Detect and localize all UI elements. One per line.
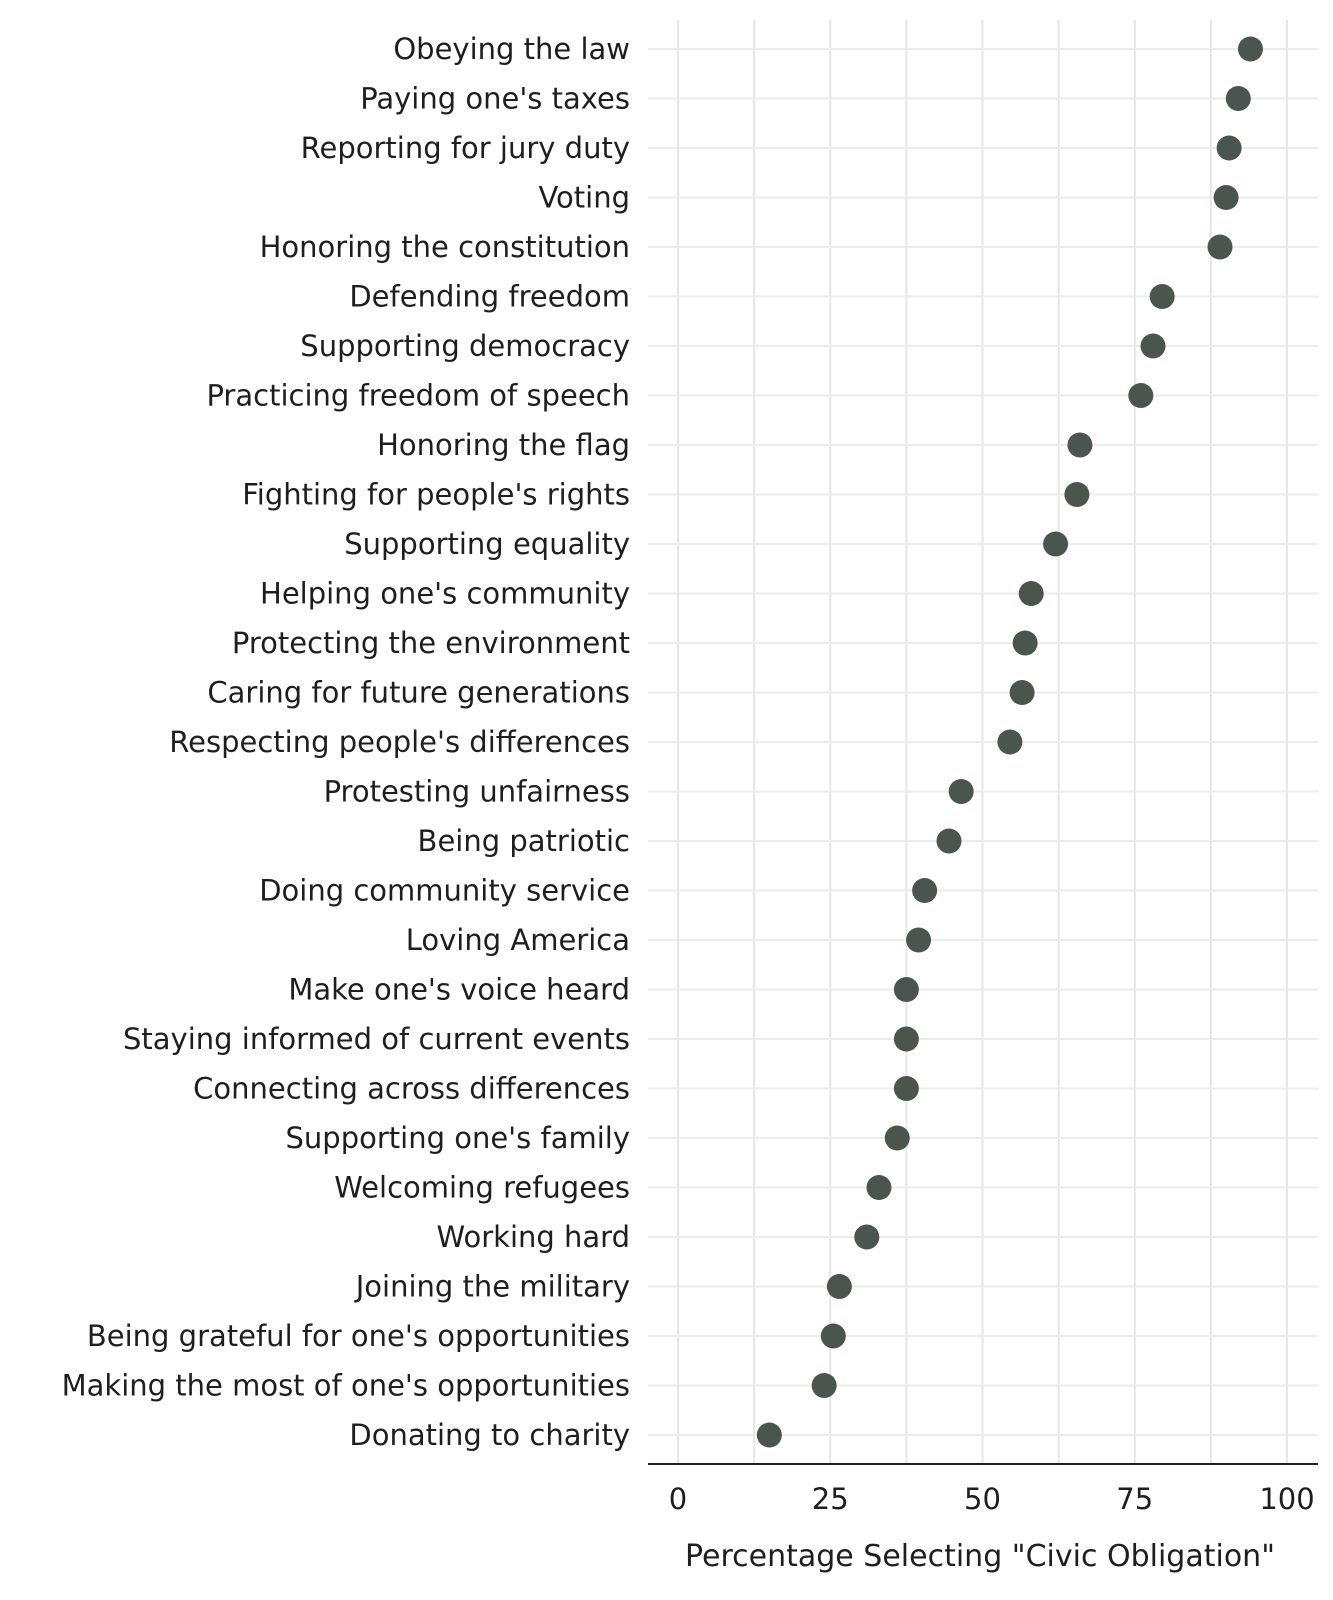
data-point: [866, 1175, 892, 1200]
x-axis: 0 25 50 75 100: [648, 1463, 1318, 1516]
grid-layer: [648, 20, 1318, 1464]
data-point: [1067, 432, 1093, 458]
data-point: [1128, 383, 1154, 408]
category-label: Doing community service: [259, 874, 630, 908]
category-label: Protecting the environment: [232, 626, 630, 660]
data-point: [1043, 531, 1069, 557]
data-point: [854, 1224, 880, 1250]
category-label: Voting: [538, 181, 630, 215]
category-label: Supporting democracy: [300, 329, 630, 363]
category-label: Welcoming refugees: [334, 1171, 630, 1205]
data-points: [756, 36, 1263, 1448]
category-label: Obeying the law: [393, 32, 630, 66]
category-labels: Obeying the law Paying one's taxes Reporti…: [62, 32, 630, 1452]
category-label: Reporting for jury duty: [301, 131, 630, 165]
x-tick-label: 25: [812, 1482, 849, 1516]
category-label: Defending freedom: [349, 280, 630, 314]
category-label: Caring for future generations: [207, 676, 630, 710]
x-tick-label: 75: [1116, 1482, 1153, 1516]
data-point: [1018, 581, 1044, 606]
category-label: Make one's voice heard: [288, 973, 630, 1007]
data-point: [906, 927, 932, 953]
data-point: [1213, 185, 1239, 210]
data-point: [912, 878, 938, 903]
category-label: Honoring the flag: [377, 428, 630, 462]
category-label: Loving America: [406, 923, 630, 957]
data-point: [1140, 333, 1166, 359]
data-point: [820, 1323, 846, 1349]
data-point: [948, 779, 974, 804]
category-label: Connecting across differences: [193, 1072, 630, 1106]
category-label: Staying informed of current events: [123, 1022, 630, 1056]
data-point: [826, 1274, 852, 1299]
data-point: [893, 977, 919, 1002]
category-label: Making the most of one's opportunities: [62, 1369, 630, 1403]
category-label: Supporting equality: [344, 527, 630, 561]
category-label: Being patriotic: [418, 824, 630, 858]
category-label: Practicing freedom of speech: [206, 379, 630, 413]
data-point: [893, 1076, 919, 1101]
data-point: [893, 1026, 919, 1052]
category-label: Protesting unfairness: [324, 775, 630, 809]
category-label: Joining the military: [354, 1270, 630, 1304]
data-point: [1149, 284, 1175, 309]
data-point: [1225, 86, 1251, 111]
x-tick-label: 50: [964, 1482, 1001, 1516]
category-label: Supporting one's family: [286, 1121, 630, 1155]
data-point: [1009, 680, 1035, 705]
x-tick-label: 0: [669, 1482, 687, 1516]
category-label: Being grateful for one's opportunities: [87, 1319, 630, 1353]
category-label: Fighting for people's rights: [242, 478, 630, 512]
category-label: Donating to charity: [349, 1418, 630, 1452]
category-label: Respecting people's differences: [169, 725, 630, 759]
data-point: [1012, 630, 1038, 656]
data-point: [884, 1125, 910, 1151]
data-point: [756, 1422, 782, 1448]
category-label: Working hard: [437, 1220, 630, 1254]
data-point: [1064, 482, 1090, 507]
data-point: [1207, 234, 1233, 260]
data-point: [811, 1373, 837, 1398]
data-point: [936, 828, 962, 854]
data-point: [1237, 36, 1263, 62]
category-label: Helping one's community: [260, 577, 630, 611]
x-axis-title: Percentage Selecting "Civic Obligation": [685, 1539, 1275, 1574]
data-point: [997, 729, 1023, 755]
x-tick-label: 100: [1259, 1482, 1314, 1516]
data-point: [1216, 135, 1242, 161]
category-label: Honoring the constitution: [260, 230, 630, 264]
category-label: Paying one's taxes: [360, 82, 630, 116]
